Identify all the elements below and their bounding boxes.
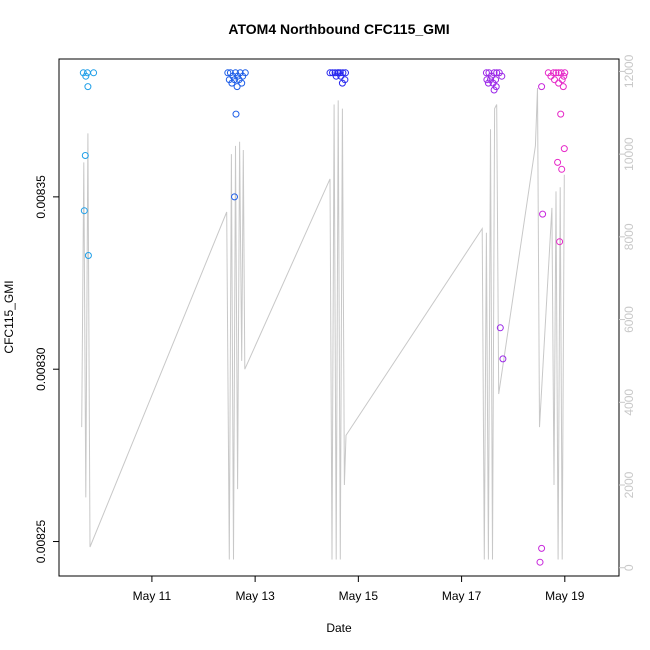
y-right-tick-label: 12000 <box>622 54 636 88</box>
plot-frame <box>58 58 620 577</box>
data-point <box>238 79 246 87</box>
data-point <box>560 72 568 80</box>
data-point <box>232 110 240 118</box>
data-point <box>558 76 566 84</box>
data-point <box>81 152 89 159</box>
chart-title: ATOM4 Northbound CFC115_GMI <box>228 21 449 37</box>
y-right-tick-label: 0 <box>622 564 636 571</box>
data-point <box>498 72 506 80</box>
y-right-tick-label: 8000 <box>622 223 636 250</box>
altitude-line-layer <box>81 87 565 560</box>
data-point <box>496 324 504 332</box>
data-point <box>551 76 558 84</box>
data-point <box>335 69 343 77</box>
data-point <box>555 79 563 87</box>
data-point <box>326 69 334 77</box>
y-right-tick-label: 2000 <box>622 471 636 498</box>
data-point <box>338 79 346 87</box>
data-point <box>232 69 239 77</box>
data-point <box>337 72 345 80</box>
data-point <box>560 145 568 153</box>
data-point <box>556 238 564 246</box>
data-point <box>224 69 232 77</box>
x-tick-label: May 11 <box>133 589 172 603</box>
data-point <box>90 69 98 77</box>
y-axis-left: 0.00825 0.00830 0.00835 <box>34 175 59 563</box>
data-point <box>493 69 501 77</box>
y-left-tick-label: 0.00835 <box>34 175 48 219</box>
y-right-tick-label: 10000 <box>622 137 636 171</box>
data-point <box>561 69 569 77</box>
data-point <box>557 110 565 118</box>
x-tick-label: May 17 <box>442 589 482 603</box>
data-point <box>339 69 347 77</box>
data-point <box>484 79 492 87</box>
data-point <box>559 83 567 91</box>
data-point <box>539 210 547 218</box>
data-point <box>84 83 92 91</box>
y-left-tick-label: 0.00830 <box>34 347 48 391</box>
data-point <box>536 558 544 566</box>
data-point <box>499 355 507 363</box>
data-point <box>241 69 249 77</box>
data-point <box>552 69 560 77</box>
data-point <box>492 83 500 91</box>
data-point <box>538 83 546 91</box>
x-tick-label: May 15 <box>339 589 379 603</box>
data-point <box>550 69 557 77</box>
data-point <box>538 544 546 552</box>
altitude-line <box>81 87 565 560</box>
data-point <box>82 72 90 80</box>
data-point <box>84 252 92 259</box>
data-point <box>80 207 88 215</box>
data-point <box>490 86 498 94</box>
data-point <box>331 69 339 77</box>
data-point <box>558 165 566 173</box>
data-point <box>342 69 349 77</box>
y-right-tick-label: 6000 <box>622 306 636 333</box>
data-point <box>482 69 490 77</box>
data-point <box>231 76 238 84</box>
data-point <box>483 76 491 84</box>
x-tick-label: May 13 <box>235 589 275 603</box>
x-axis: May 11 May 13 May 15 May 17 May 19 <box>133 576 585 603</box>
y-left-tick-label: 0.00825 <box>34 520 48 564</box>
data-point <box>490 69 498 77</box>
y-axis-label: CFC115_GMI <box>2 280 16 353</box>
x-axis-label: Date <box>326 621 352 635</box>
data-point <box>231 193 238 201</box>
scatter-points-layer <box>79 69 569 566</box>
data-point <box>492 76 500 84</box>
y-right-tick-label: 4000 <box>622 389 636 416</box>
x-tick-label: May 19 <box>545 589 585 603</box>
data-point <box>233 83 241 91</box>
data-point <box>554 158 562 166</box>
y-axis-right: 0 2000 4000 6000 8000 10000 12000 <box>619 54 636 571</box>
